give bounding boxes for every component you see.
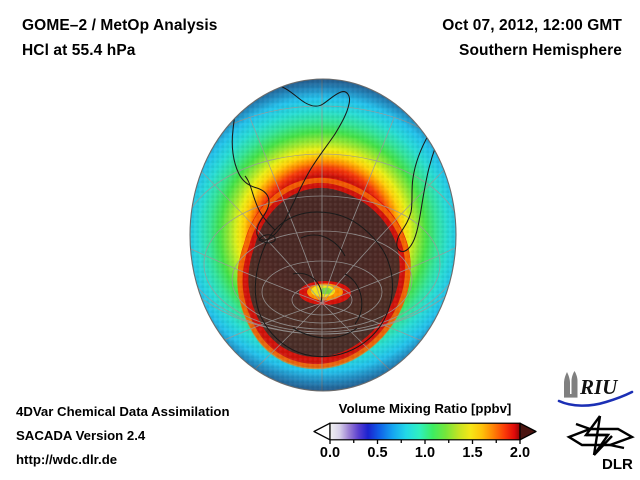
dlr-logo-text: DLR (602, 456, 633, 473)
header-left: GOME–2 / MetOp Analysis HCl at 55.4 hPa (22, 13, 352, 63)
cathedral-spires-icon (564, 371, 578, 398)
colorbar-title: Volume Mixing Ratio [ppbv] (338, 401, 512, 416)
footer-left: 4DVar Chemical Data Assimilation SACADA … (16, 400, 316, 472)
page-title: GOME–2 / MetOp Analysis (22, 17, 218, 34)
method-label: 4DVar Chemical Data Assimilation (16, 404, 230, 419)
colorbar-tick-2: 1.0 (414, 445, 436, 461)
coastline-australia (392, 370, 442, 391)
riu-swoosh-icon (557, 390, 634, 407)
colorbar-low-arrow (313, 422, 331, 441)
globe-disc (190, 79, 456, 391)
colorbar-high-arrow (519, 422, 537, 441)
dlr-mark-icon (566, 415, 635, 456)
riu-logo-text: RIU (579, 375, 619, 399)
orthographic-polar-map (189, 78, 457, 392)
hemisphere-label: Southern Hemisphere (459, 42, 622, 59)
colorbar-ticks (329, 440, 521, 444)
limb-shading (190, 79, 456, 391)
riu-logo: RIU (556, 371, 636, 411)
page-subtitle: HCl at 55.4 hPa (22, 42, 136, 59)
timestamp-label: Oct 07, 2012, 12:00 GMT (442, 17, 622, 34)
colorbar: Volume Mixing Ratio [ppbv] (312, 400, 538, 465)
colorbar-tick-0: 0.0 (319, 445, 341, 461)
dlr-logo: DLR (566, 415, 636, 473)
colorbar-tick-4: 2.0 (509, 445, 531, 461)
colorbar-tick-3: 1.5 (462, 445, 483, 461)
website-link[interactable]: http://wdc.dlr.de (16, 452, 118, 467)
colorbar-tick-1: 0.5 (367, 445, 388, 461)
header-right: Oct 07, 2012, 12:00 GMT Southern Hemisph… (322, 13, 622, 63)
globe-outline (189, 78, 457, 392)
version-label: SACADA Version 2.4 (16, 428, 146, 443)
colorbar-scale (312, 422, 538, 444)
colorbar-gradient (330, 423, 520, 440)
globe-map-panel (189, 78, 457, 392)
colorbar-tick-labels: 0.0 0.5 1.0 1.5 2.0 (312, 445, 538, 465)
